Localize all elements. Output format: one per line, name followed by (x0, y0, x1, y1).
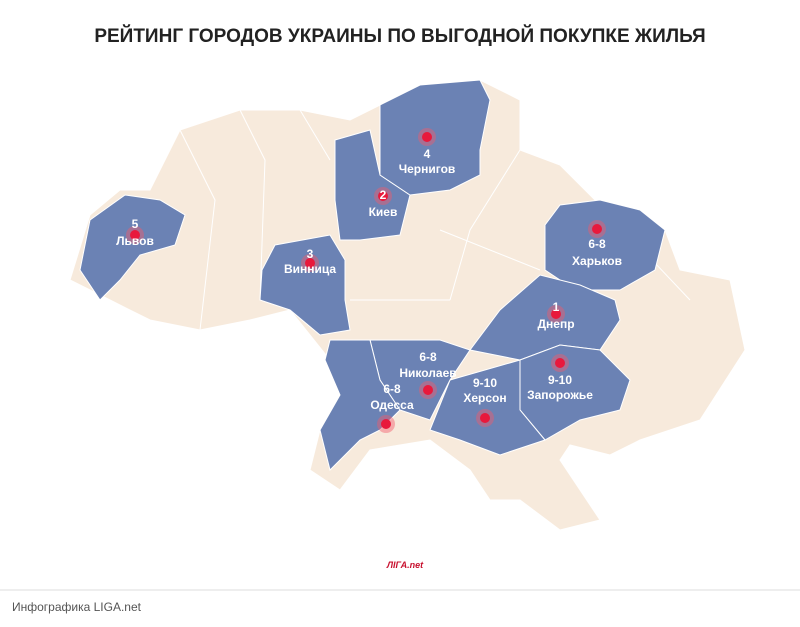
map (69, 79, 746, 531)
city-rank: 2 (380, 188, 387, 202)
city-marker (305, 258, 315, 268)
logo: ЛIГА.net (386, 560, 424, 570)
city-name: Киев (369, 205, 398, 219)
credit: Инфографика LIGA.net (12, 600, 142, 614)
region-odesa (319, 339, 401, 471)
region-kherson (429, 359, 546, 456)
city-rank: 9-10 (473, 376, 497, 390)
city-name: Запорожье (527, 388, 593, 402)
region-vinnytsia (259, 234, 351, 336)
city-marker (480, 413, 490, 423)
city-rank: 6-8 (588, 237, 606, 251)
city-rank: 9-10 (548, 373, 572, 387)
city-rank: 4 (424, 147, 431, 161)
city-marker (130, 230, 140, 240)
region-lviv (79, 194, 186, 301)
city-name: Львов (116, 234, 154, 248)
city-marker (423, 385, 433, 395)
title: РЕЙТИНГ ГОРОДОВ УКРАИНЫ ПО ВЫГОДНОЙ ПОКУ… (94, 25, 705, 47)
region-kyiv (334, 129, 411, 241)
city-name: Херсон (463, 391, 506, 405)
city-marker (381, 419, 391, 429)
city-rank: 6-8 (383, 382, 401, 396)
city-marker (555, 358, 565, 368)
city-name: Винница (284, 262, 336, 276)
city-name: Харьков (572, 254, 622, 268)
city-marker (422, 132, 432, 142)
city-marker (378, 191, 388, 201)
city-name: Одесса (370, 398, 414, 412)
city-name: Николаев (399, 366, 456, 380)
city-rank: 5 (132, 217, 139, 231)
city-marker (592, 224, 602, 234)
region-chernihiv (379, 79, 491, 196)
city-marker (551, 309, 561, 319)
city-rank: 6-8 (419, 350, 437, 364)
city-name: Чернигов (399, 162, 456, 176)
city-rank: 3 (307, 247, 314, 261)
city-name: Днепр (537, 317, 574, 331)
city-rank: 1 (553, 300, 560, 314)
